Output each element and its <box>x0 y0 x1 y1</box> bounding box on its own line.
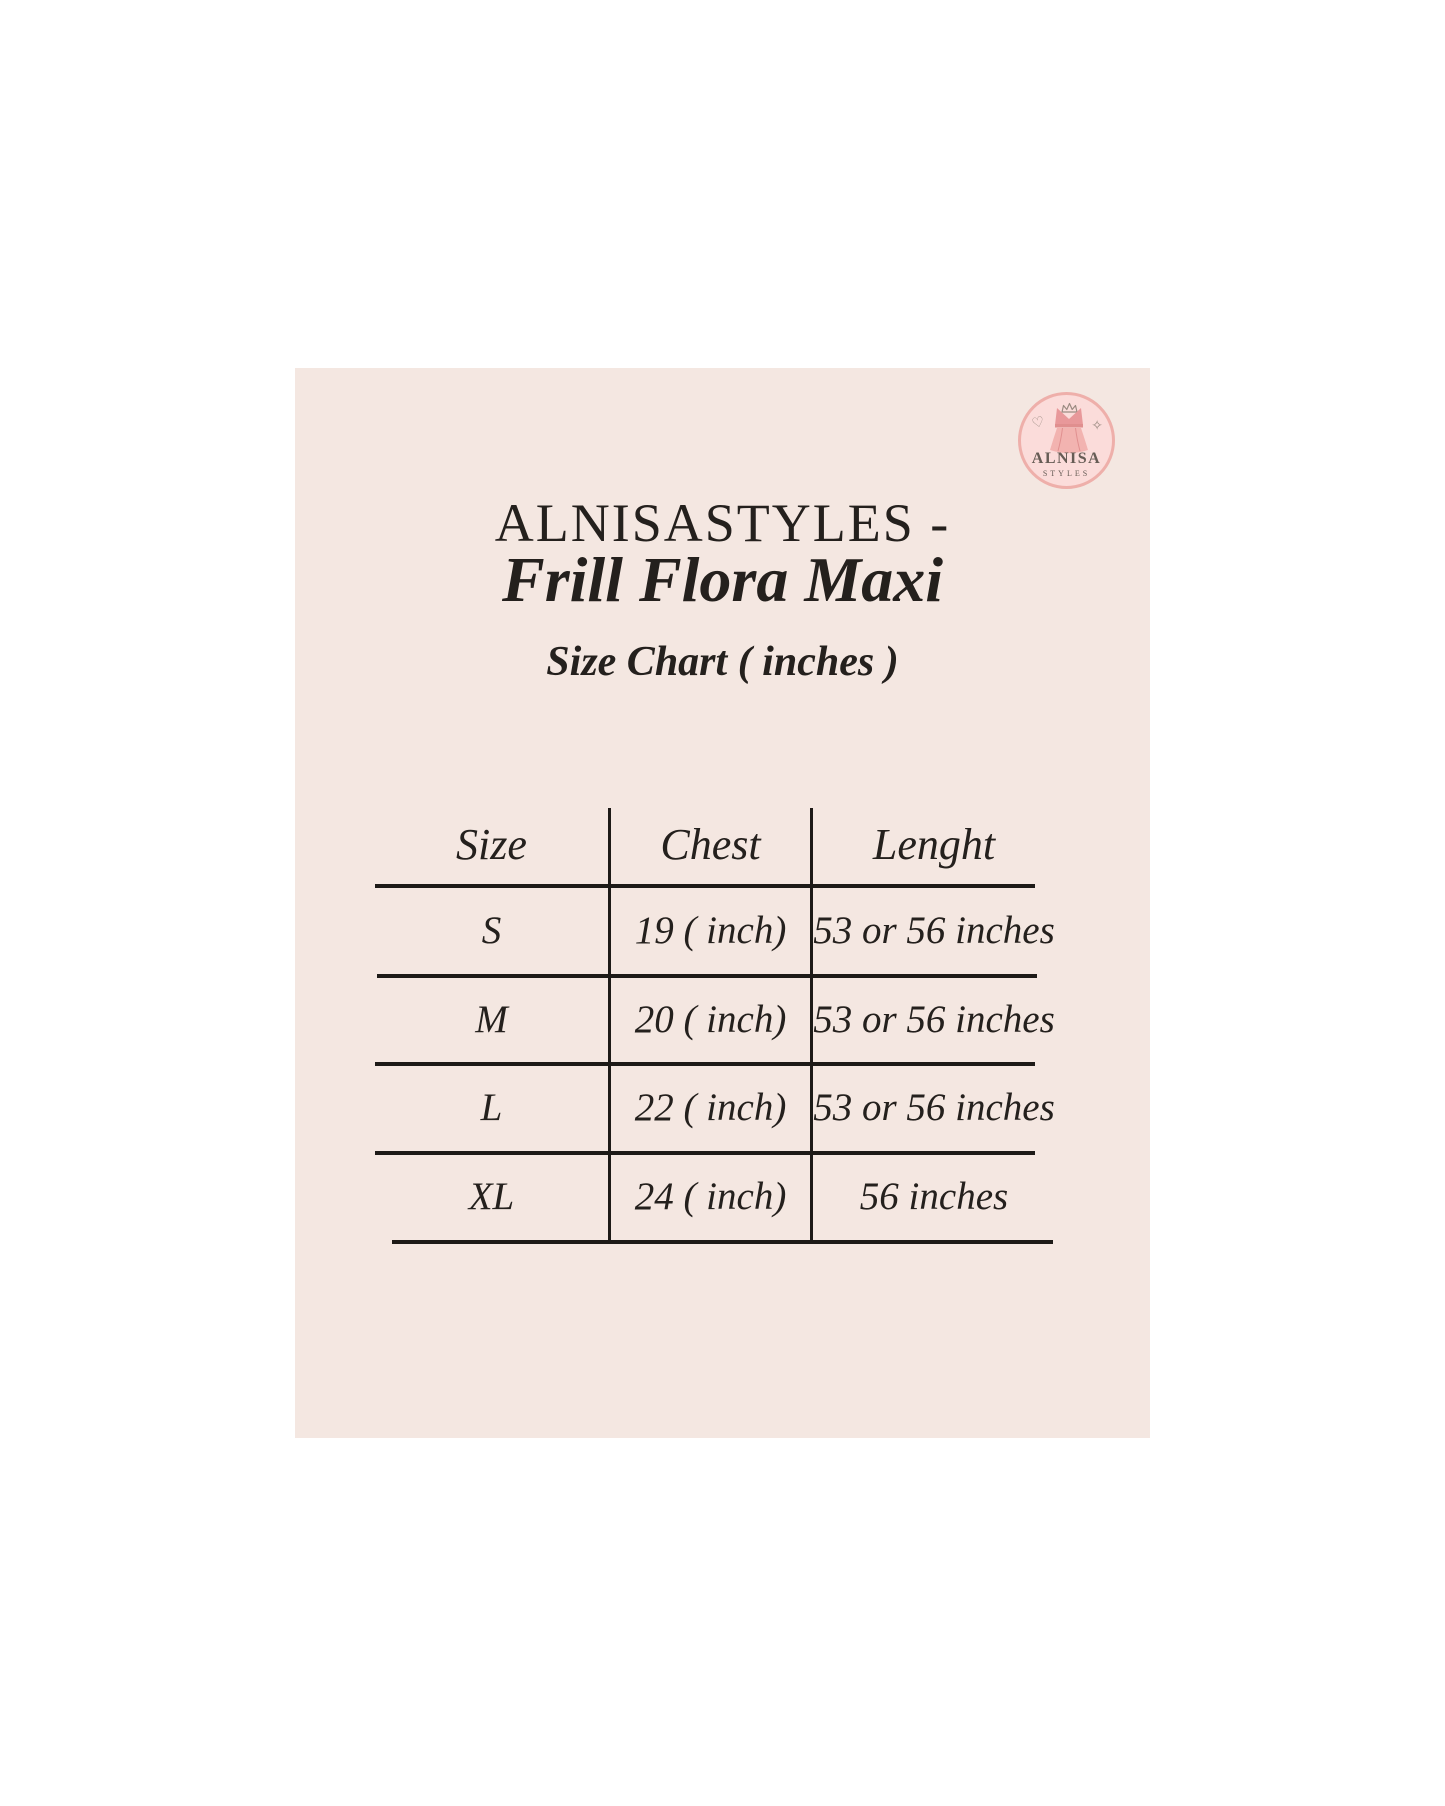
row-s-size-cell: S <box>481 908 502 952</box>
row-l-chest-cell: 22 ( inch) <box>634 1086 787 1129</box>
size-chart-table: Size Chest Lenght S 19 ( inch) 53 or 56 … <box>375 808 1055 1244</box>
size-chart-subtitle: Size Chart ( inches ) <box>546 639 899 685</box>
brand-logo: ♡ ✧ ALNISA STYLES <box>1018 392 1115 489</box>
table-bottom-divider <box>392 1240 1053 1244</box>
table-row-divider-1 <box>377 974 1037 978</box>
row-xl-size-cell: XL <box>468 1175 515 1218</box>
table-row-divider-2 <box>375 1062 1035 1066</box>
heart-icon: ♡ <box>1030 413 1047 433</box>
product-title: Frill Flora Maxi <box>502 544 943 615</box>
header-cell-size: Size <box>456 819 527 869</box>
logo-brand-name: ALNISA <box>1031 450 1102 467</box>
table-column-divider-2 <box>810 808 813 1244</box>
row-m-length-cell: 53 or 56 inches <box>813 997 1055 1041</box>
row-l-size-cell: L <box>480 1086 503 1129</box>
row-s-length-cell: 53 or 56 inches <box>813 908 1055 952</box>
row-s-chest-cell: 19 ( inch) <box>634 908 787 952</box>
content-panel: ♡ ✧ ALNISA STYLES ALNISASTYLES - Frill F… <box>295 368 1150 1438</box>
header-cell-length: Lenght <box>872 819 996 869</box>
row-m-size-cell: M <box>475 997 508 1041</box>
sparkle-icon: ✧ <box>1091 418 1103 434</box>
table-header-divider <box>375 884 1035 888</box>
row-l-length-cell: 53 or 56 inches <box>813 1086 1055 1129</box>
row-xl-length-cell: 56 inches <box>859 1175 1009 1218</box>
table-column-divider-1 <box>608 808 611 1244</box>
row-m-chest-cell: 20 ( inch) <box>634 997 787 1041</box>
crown-icon <box>1061 402 1078 413</box>
brand-title: ALNISASTYLES - <box>494 493 951 553</box>
table-row-divider-3 <box>375 1151 1035 1155</box>
dress-icon <box>1050 408 1088 453</box>
header-cell-chest: Chest <box>660 819 761 869</box>
logo-brand-subtitle: STYLES <box>1042 469 1091 478</box>
row-xl-chest-cell: 24 ( inch) <box>634 1175 787 1218</box>
